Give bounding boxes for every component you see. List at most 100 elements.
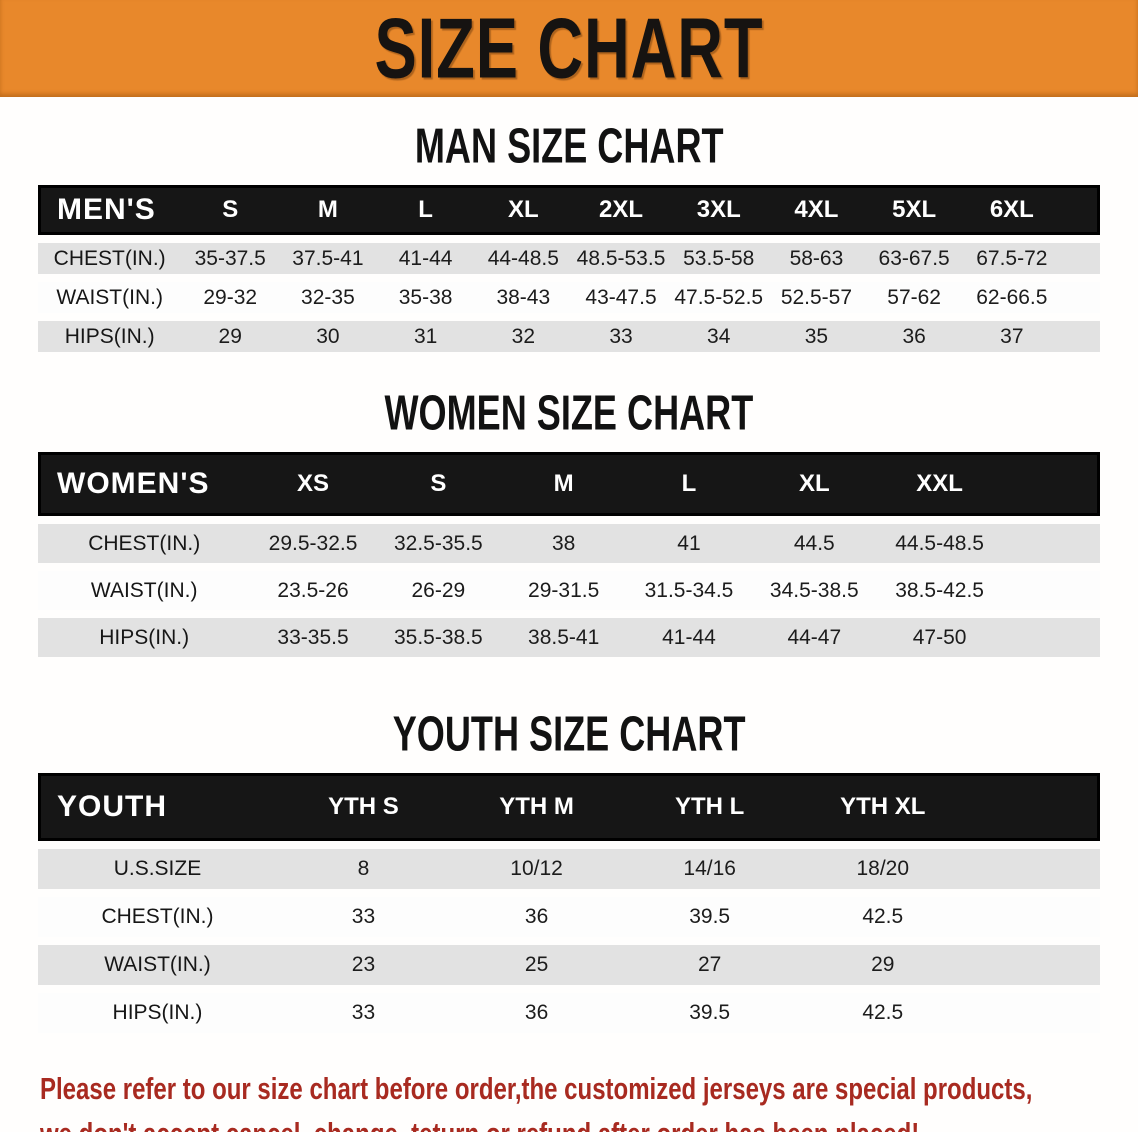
section-title: YOUTH SIZE CHART [392,707,746,762]
table-row: CHEST(IN.) 35-37.5 37.5-41 41-44 44-48.5 48.5… [38,243,1100,274]
size-value: 44.5-48.5 [876,524,1003,563]
size-value: 31.5-34.5 [626,571,752,610]
size-value: 33 [572,321,670,352]
size-value: 36 [865,321,963,352]
col-header: 3XL [669,185,768,235]
table-row: HIPS(IN.) 33-35.5 35.5-38.5 38.5-41 41-44 44-… [38,618,1100,657]
size-value: 30 [279,321,377,352]
size-value: 33-35.5 [250,618,376,657]
size-value: 32 [474,321,573,352]
size-value: 33 [276,993,451,1033]
table-row: CHEST(IN.) 33 36 39.5 42.5 [38,897,1100,937]
col-header: YTH M [450,773,624,841]
size-value: 37 [962,321,1061,352]
col-header: YTH L [623,773,797,841]
size-value: 41-44 [626,618,752,657]
size-value: 10/12 [450,849,624,889]
womens-size-table: WOMEN'S XS S M L XL XXL CHEST(IN.) 29.5-32.5 32.5… [38,444,1100,665]
header-row: WOMEN'S XS S M L XL XXL [38,452,1100,516]
sections-container: MAN SIZE CHART MEN'S S M L XL 2XL 3XL 4XL 5XL 6XL C… [0,119,1138,1041]
row-label: HIPS(IN.) [38,321,182,352]
size-value: 67.5-72 [962,243,1061,274]
size-value: 35 [767,321,866,352]
size-value: 43-47.5 [572,282,670,313]
size-value: 39.5 [623,897,797,937]
youth-size-section: YOUTH SIZE CHART YOUTH YTH S YTH M YTH L YTH … [0,707,1138,1041]
col-header: S [181,185,280,235]
size-value: 52.5-57 [767,282,866,313]
header-row: MEN'S S M L XL 2XL 3XL 4XL 5XL 6XL [38,185,1100,235]
col-header: XL [474,185,573,235]
size-value: 36 [450,993,624,1033]
mens-size-section: MAN SIZE CHART MEN'S S M L XL 2XL 3XL 4XL 5XL 6XL C… [0,119,1138,360]
size-value: 48.5-53.5 [572,243,670,274]
row-spacer [969,897,1100,937]
size-value: 42.5 [796,993,970,1033]
womens-size-section: WOMEN SIZE CHART WOMEN'S XS S M L XL XXL CHEST(I… [0,386,1138,665]
col-header: S [375,452,502,516]
size-value: 35.5-38.5 [375,618,502,657]
size-value: 18/20 [796,849,970,889]
section-title-wrap: YOUTH SIZE CHART [0,707,1138,762]
size-value: 29.5-32.5 [250,524,376,563]
table-row: U.S.SIZE 8 10/12 14/16 18/20 [38,849,1100,889]
disclaimer-line-1: Please refer to our size chart before or… [40,1072,1033,1107]
row-label: HIPS(IN.) [38,618,251,657]
col-header: L [626,452,752,516]
size-value: 29 [181,321,280,352]
table-group-label: YOUTH [38,773,277,841]
youth-size-table: YOUTH YTH S YTH M YTH L YTH XL U.S.SIZE 8 10/12… [38,765,1100,1041]
row-spacer [1060,243,1100,274]
size-value: 47.5-52.5 [669,282,768,313]
size-value: 38.5-42.5 [876,571,1003,610]
size-value: 23 [276,945,451,985]
row-spacer [1002,618,1100,657]
size-value: 27 [623,945,797,985]
table-row: HIPS(IN.) 33 36 39.5 42.5 [38,993,1100,1033]
size-value: 41 [626,524,752,563]
section-title-wrap: MAN SIZE CHART [0,119,1138,174]
table-group-label: WOMEN'S [38,452,251,516]
row-spacer [1002,524,1100,563]
col-header: 5XL [865,185,963,235]
size-value: 33 [276,897,451,937]
table-row: HIPS(IN.) 29 30 31 32 33 34 35 36 37 [38,321,1100,352]
section-title-wrap: WOMEN SIZE CHART [0,386,1138,441]
size-value: 39.5 [623,993,797,1033]
table-row: WAIST(IN.) 23 25 27 29 [38,945,1100,985]
size-value: 31 [376,321,475,352]
header-row: YOUTH YTH S YTH M YTH L YTH XL [38,773,1100,841]
size-value: 58-63 [767,243,866,274]
size-value: 38-43 [474,282,573,313]
row-spacer [969,993,1100,1033]
size-value: 32-35 [279,282,377,313]
size-value: 41-44 [376,243,475,274]
disclaimer: Please refer to our size chart before or… [40,1067,1138,1132]
row-label: WAIST(IN.) [38,571,251,610]
header-spacer [969,773,1100,841]
banner: SIZE CHART [0,0,1138,97]
size-value: 23.5-26 [250,571,376,610]
size-value: 35-37.5 [181,243,280,274]
header-spacer [1060,185,1100,235]
section-title: WOMEN SIZE CHART [384,386,754,441]
row-label: WAIST(IN.) [38,945,277,985]
size-value: 63-67.5 [865,243,963,274]
row-label: U.S.SIZE [38,849,277,889]
size-value: 34.5-38.5 [751,571,877,610]
table-group-label: MEN'S [38,185,182,235]
banner-title: SIZE CHART [374,1,764,96]
size-value: 53.5-58 [669,243,768,274]
col-header: XS [250,452,376,516]
row-label: WAIST(IN.) [38,282,182,313]
size-value: 34 [669,321,768,352]
col-header: L [376,185,475,235]
col-header: M [501,452,627,516]
col-header: 6XL [962,185,1061,235]
row-spacer [1002,571,1100,610]
size-value: 29 [796,945,970,985]
size-value: 8 [276,849,451,889]
size-value: 37.5-41 [279,243,377,274]
size-value: 44-48.5 [474,243,573,274]
